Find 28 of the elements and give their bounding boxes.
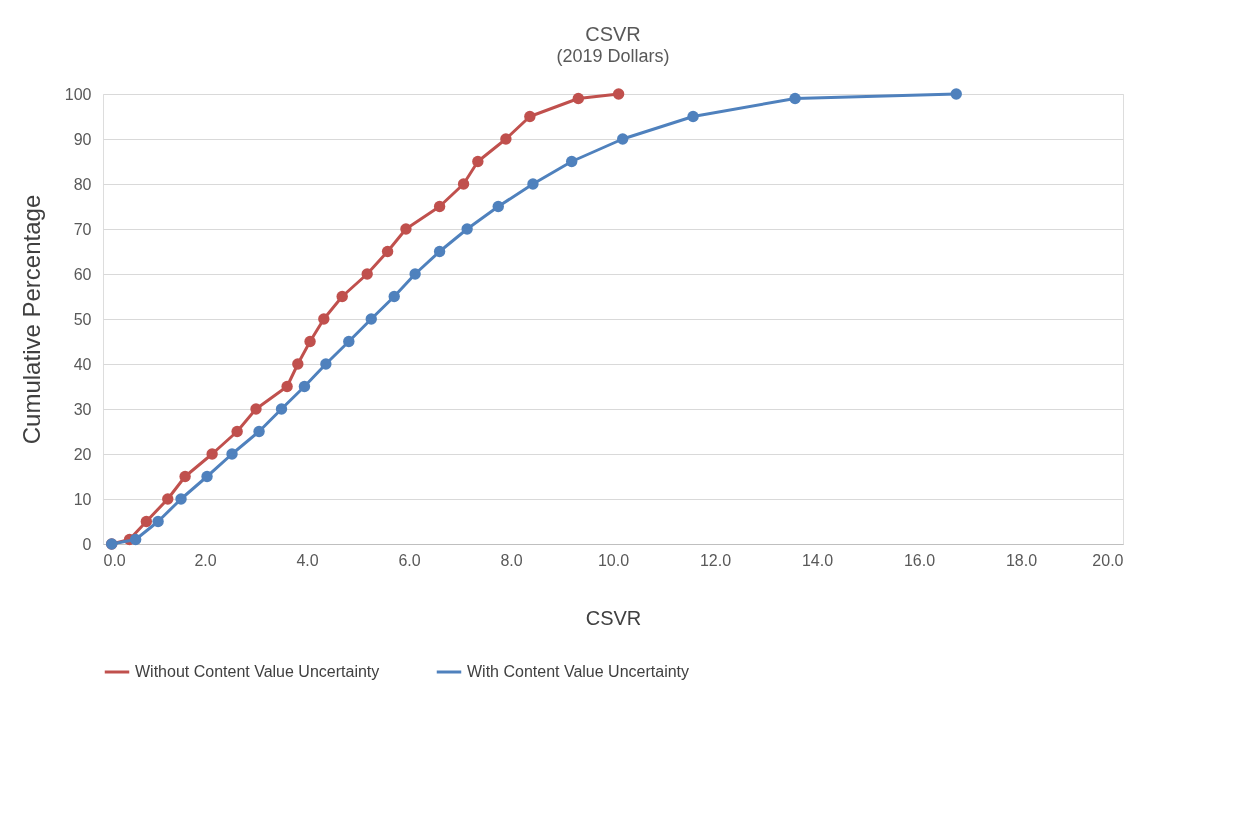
y-tick-label: 30	[73, 400, 92, 418]
chart-subtitle: (2019 Dollars)	[556, 46, 670, 66]
x-tick-label: 6.0	[398, 551, 421, 569]
x-axis-title: CSVR	[585, 606, 642, 629]
legend-label: With Content Value Uncertainty	[467, 663, 690, 680]
x-tick-label: 20.0	[1092, 551, 1124, 569]
x-tick-label: 16.0	[903, 551, 936, 569]
y-tick-label: 20	[73, 445, 92, 463]
x-tick-label: 2.0	[194, 551, 217, 569]
y-tick-label: 10	[73, 490, 92, 508]
y-tick-label: 0	[82, 535, 92, 553]
y-tick-label: 50	[73, 310, 92, 328]
legend-label: Without Content Value Uncertainty	[135, 663, 380, 680]
x-tick-label: 18.0	[1005, 551, 1038, 569]
x-tick-label: 4.0	[296, 551, 319, 569]
chart-title: CSVR	[585, 23, 641, 45]
y-tick-label: 80	[73, 175, 92, 193]
y-tick-label: 70	[73, 220, 92, 238]
y-tick-label: 90	[73, 130, 92, 148]
y-tick-label: 100	[64, 85, 92, 103]
x-tick-label: 0.0	[103, 551, 126, 569]
x-tick-label: 10.0	[597, 551, 630, 569]
x-tick-label: 8.0	[500, 551, 523, 569]
y-tick-label: 40	[73, 355, 92, 373]
y-axis-title: Cumulative Percentage	[17, 194, 45, 445]
x-tick-label: 12.0	[699, 551, 732, 569]
x-tick-label: 14.0	[801, 551, 834, 569]
y-tick-label: 60	[73, 265, 92, 283]
